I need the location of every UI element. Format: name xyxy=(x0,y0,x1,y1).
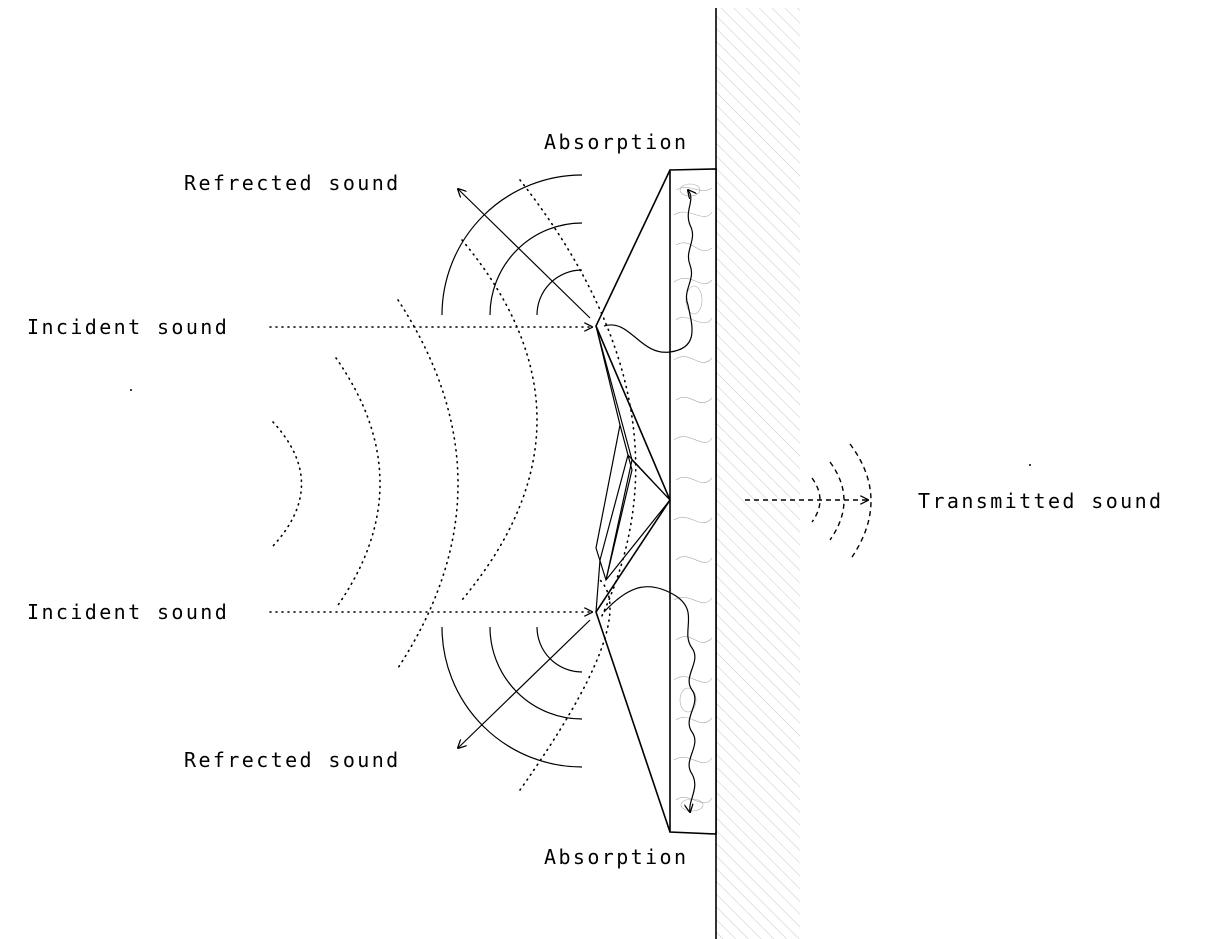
absorption-waves xyxy=(603,190,695,812)
label-absorption-top: Absorption xyxy=(544,130,688,154)
diffuser-shape xyxy=(595,169,671,833)
reflected-arrow-top xyxy=(458,189,591,319)
stray-dot xyxy=(1029,464,1031,466)
label-incident-bottom: Incident sound xyxy=(27,600,229,624)
reflected-arrow-bottom xyxy=(458,619,591,748)
transmitted-wavefronts xyxy=(811,443,872,561)
label-reflected-bottom: Refrected sound xyxy=(184,748,401,772)
label-reflected-top: Refrected sound xyxy=(184,171,401,195)
incident-wavefronts xyxy=(272,179,637,791)
absorber-panel xyxy=(669,168,717,835)
label-incident-top: Incident sound xyxy=(27,315,229,339)
reflected-wavefronts-top xyxy=(441,174,583,316)
stray-dot xyxy=(130,389,132,391)
label-absorption-bottom: Absorption xyxy=(544,845,688,869)
label-transmitted: Transmitted sound xyxy=(918,489,1164,513)
wall-hatch xyxy=(716,8,800,939)
